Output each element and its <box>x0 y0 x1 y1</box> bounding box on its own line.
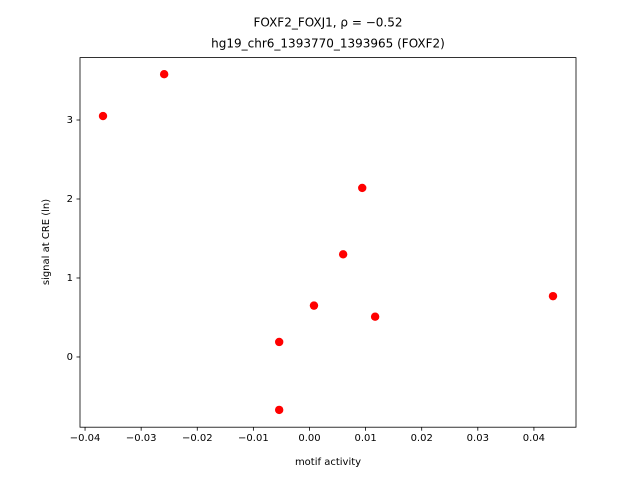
point <box>338 250 348 259</box>
y-tick-label: 2 <box>67 194 73 205</box>
x-axis-label: motif activity <box>295 457 361 468</box>
point <box>309 301 319 310</box>
x-tick-label: 0.04 <box>523 433 545 444</box>
x-tick-label: −0.03 <box>126 433 157 444</box>
y-tick-label: 1 <box>67 273 73 284</box>
x-tick-label: −0.01 <box>238 433 269 444</box>
plot-frame <box>79 57 577 428</box>
chart-subtitle: hg19_chr6_1393770_1393965 (FOXF2) <box>211 37 445 51</box>
x-tick-label: 0.02 <box>411 433 433 444</box>
y-tick-label: 3 <box>67 115 73 126</box>
point <box>274 337 284 347</box>
point <box>548 291 558 301</box>
y-axis-label: signal at CRE (ln) <box>41 199 52 285</box>
point <box>358 183 367 193</box>
y-tick-label: 0 <box>67 352 73 363</box>
point <box>370 312 380 321</box>
x-tick-label: 0.00 <box>298 433 320 444</box>
point <box>159 69 169 79</box>
x-tick-label: −0.04 <box>70 433 101 444</box>
x-tick-label: −0.02 <box>182 433 213 444</box>
x-tick-label: 0.01 <box>354 433 376 444</box>
chart-title: FOXF2_FOXJ1, ρ = −0.52 <box>253 16 402 30</box>
point <box>274 405 284 415</box>
x-tick-label: 0.03 <box>467 433 489 444</box>
point <box>98 111 108 121</box>
